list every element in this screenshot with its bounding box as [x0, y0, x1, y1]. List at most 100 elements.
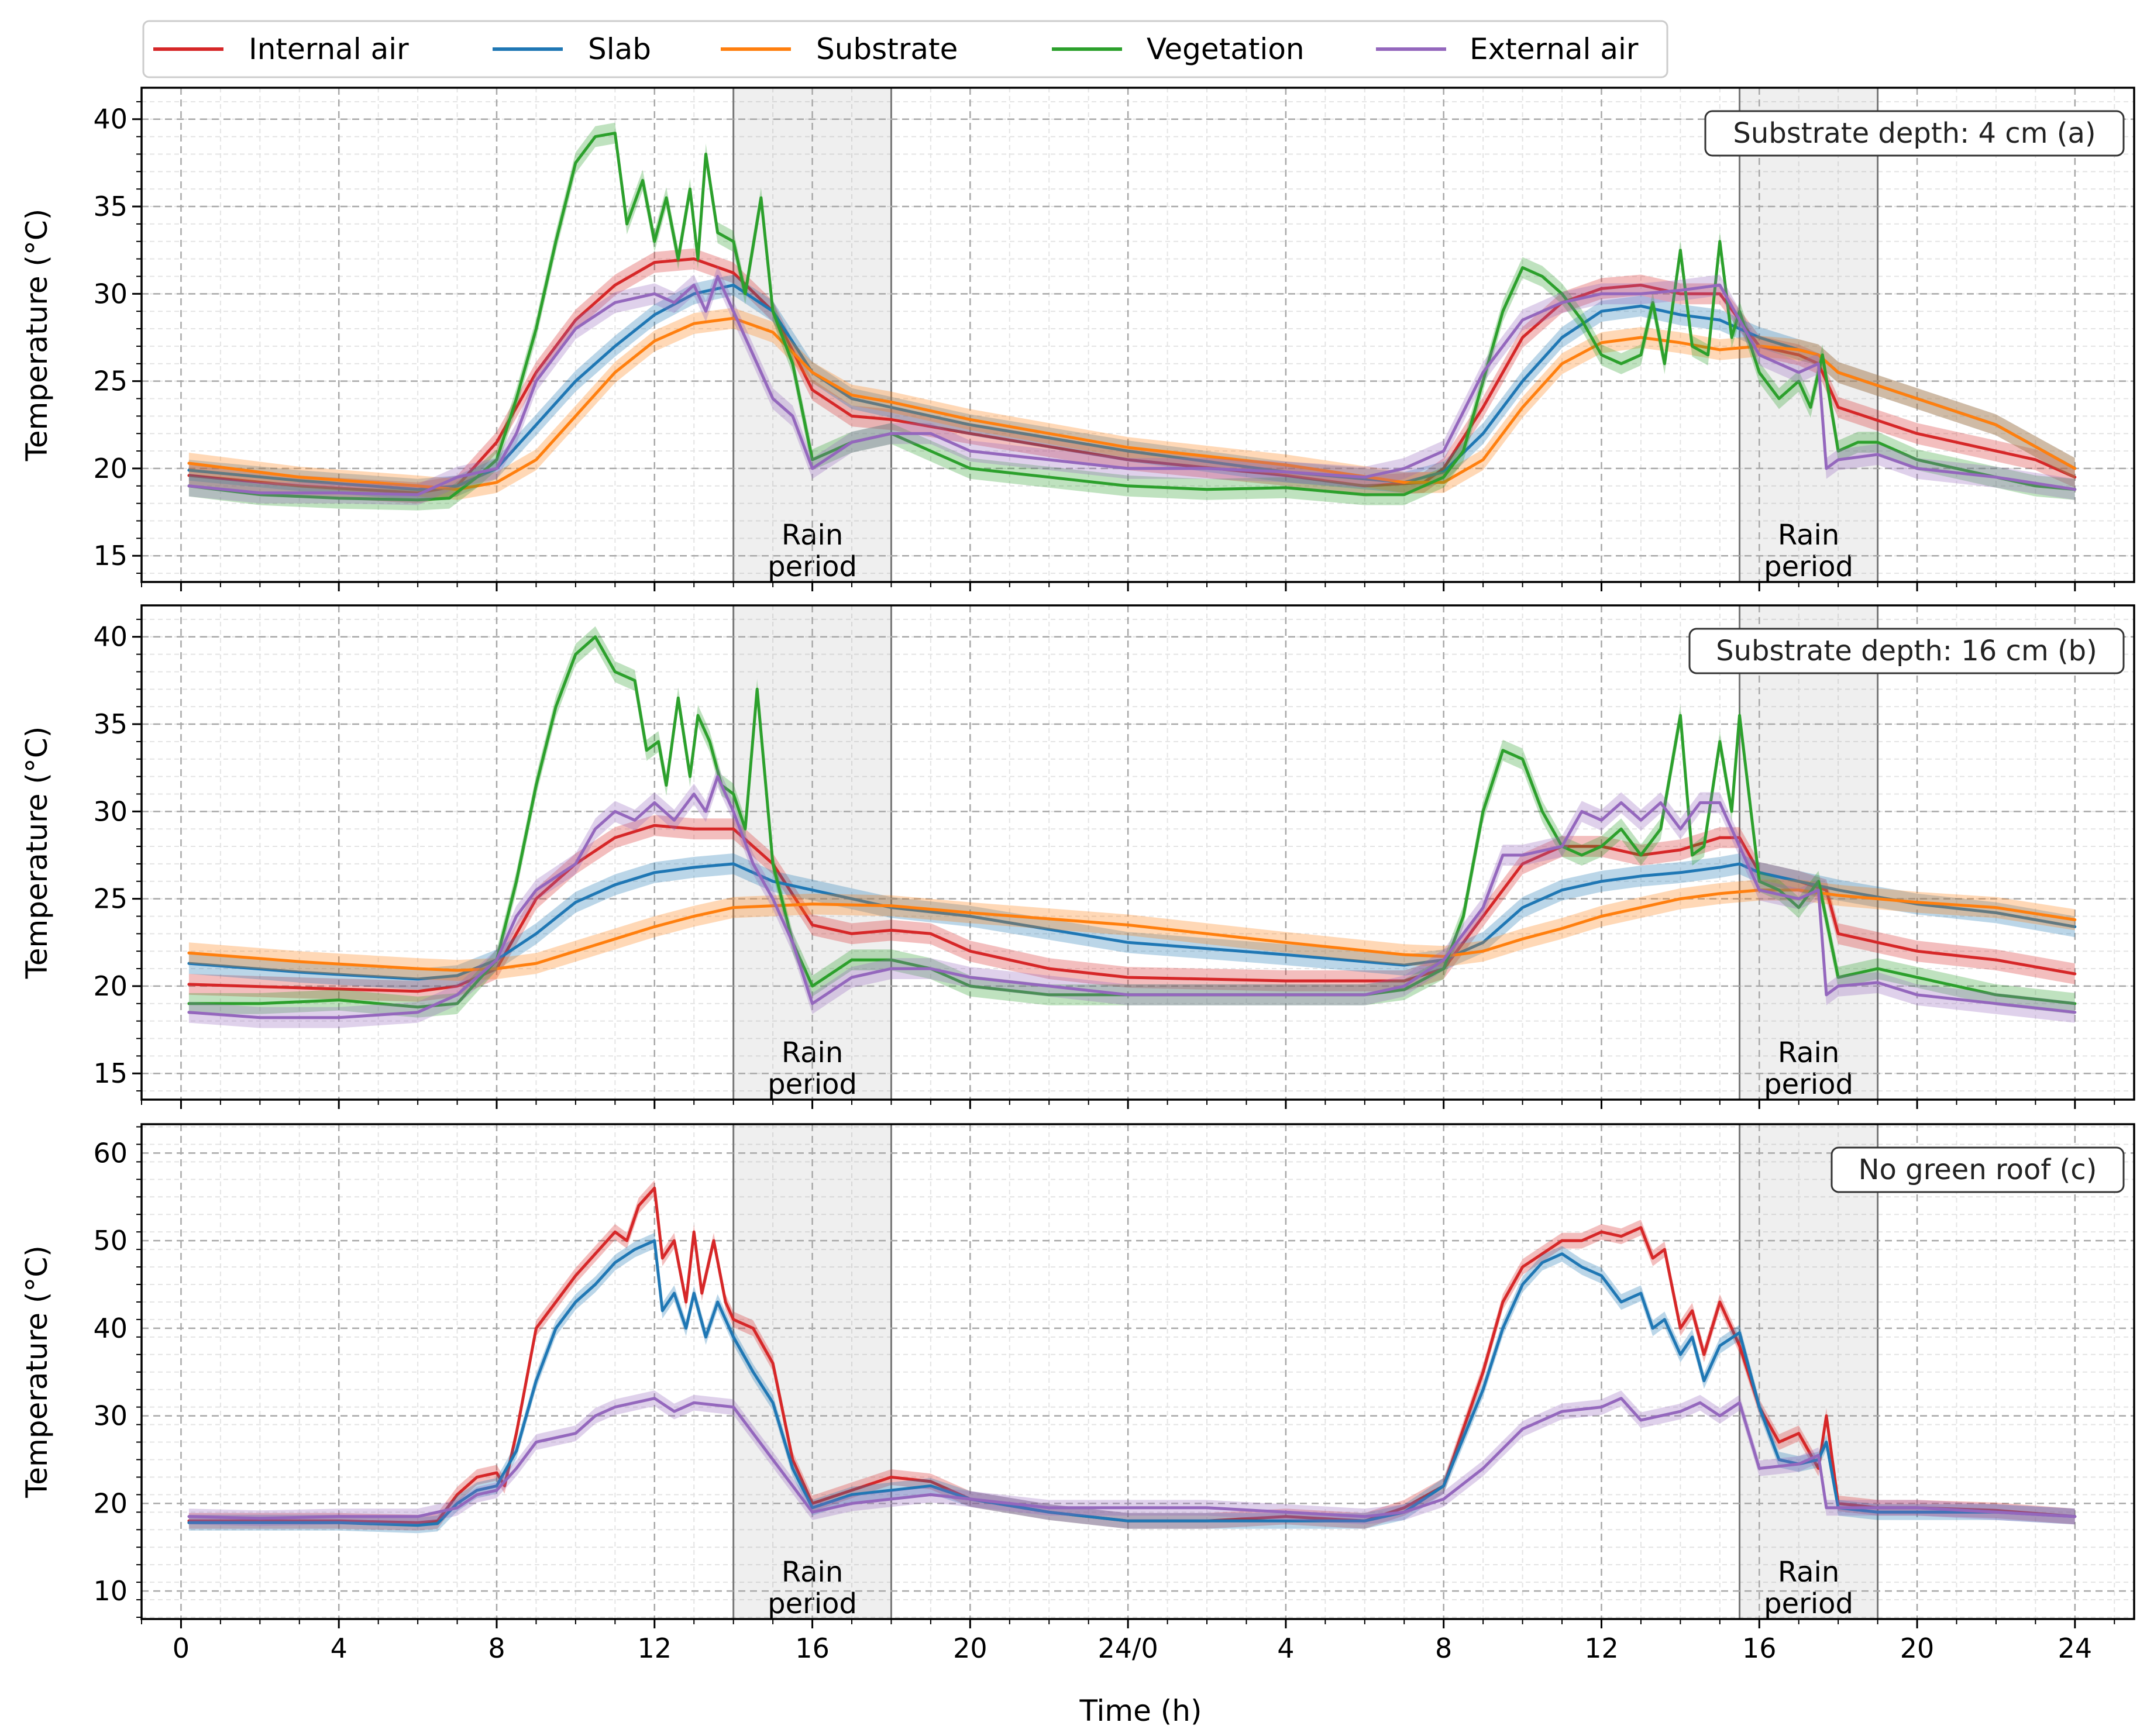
series-line-slab	[187, 283, 2077, 491]
axes-frame	[140, 87, 2135, 583]
legend-entry-external-air: External air	[1376, 32, 1639, 66]
series-line-external-air	[187, 275, 2077, 497]
y-tick-label: 50	[93, 1225, 128, 1256]
panel-annotation: No green roof (c)	[1831, 1146, 2125, 1193]
annotation-box	[1688, 628, 2125, 674]
y-tick-label: 40	[93, 104, 128, 135]
legend-entry-substrate: Substrate	[721, 32, 958, 66]
rain-period-label-line1: Rain	[1778, 519, 1839, 552]
series-group	[187, 122, 2077, 511]
panel-a: RainperiodRainperiod152025303540Temperat…	[20, 87, 2135, 591]
y-axis-label: Temperature (°C)	[20, 726, 54, 980]
rain-period-label-line1: Rain	[1778, 1556, 1839, 1589]
x-tick-label: 16	[795, 1632, 830, 1664]
series-band-external-air	[188, 1390, 2075, 1527]
y-tick-label: 35	[93, 708, 128, 740]
series-band-slab	[188, 274, 2075, 500]
y-tick-label: 40	[93, 621, 128, 653]
x-axis-label: Time (h)	[1079, 1694, 1202, 1728]
rain-period-label-line2: period	[1764, 1587, 1853, 1620]
x-tick-label: 12	[638, 1632, 672, 1664]
series-group	[187, 1180, 2077, 1534]
y-tick-label: 20	[93, 453, 128, 484]
y-axis-label: Temperature (°C)	[20, 209, 54, 462]
annotation-text: Substrate depth: 4 cm (a)	[1733, 117, 2096, 150]
panel-annotation: Substrate depth: 4 cm (a)	[1704, 110, 2125, 157]
major-grid	[142, 605, 2134, 1100]
legend-label-vegetation: Vegetation	[1147, 32, 1305, 66]
rain-period-label-line1: Rain	[1778, 1036, 1839, 1069]
legend: Internal air Slab Substrate Vegetation E…	[142, 20, 1668, 78]
legend-label-external-air: External air	[1470, 32, 1639, 66]
x-tick-label: 20	[953, 1632, 988, 1664]
y-tick-label: 60	[93, 1137, 128, 1169]
legend-entry-vegetation: Vegetation	[1052, 32, 1305, 66]
legend-entry-internal-air: Internal air	[153, 32, 409, 66]
y-tick-label: 25	[93, 366, 128, 397]
legend-label-internal-air: Internal air	[249, 32, 409, 66]
x-tick-label: 8	[488, 1632, 505, 1664]
panels: RainperiodRainperiod152025303540Temperat…	[20, 87, 2135, 1664]
y-tick-label: 30	[93, 795, 128, 827]
x-tick-label: 20	[1900, 1632, 1935, 1664]
legend-label-slab: Slab	[588, 32, 651, 66]
y-tick-label: 15	[93, 1058, 128, 1089]
y-tick-label: 30	[93, 278, 128, 309]
x-tick-label: 8	[1435, 1632, 1452, 1664]
y-tick-label: 40	[93, 1313, 128, 1344]
series-line-internal-air	[187, 257, 2077, 495]
x-tick-label: 16	[1742, 1632, 1777, 1664]
y-tick-label: 10	[93, 1575, 128, 1607]
legend-entry-slab: Slab	[493, 32, 651, 66]
series-line-vegetation	[187, 132, 2077, 502]
annotation-text: No green roof (c)	[1859, 1153, 2097, 1186]
y-tick-label: 20	[93, 1487, 128, 1519]
series-line-external-air	[187, 1397, 2077, 1520]
y-tick-label: 25	[93, 883, 128, 915]
x-tick-label: 4	[331, 1632, 347, 1664]
series-line-external-air	[187, 775, 2077, 1019]
series-band-substrate	[188, 308, 2075, 500]
y-tick-label: 35	[93, 191, 128, 222]
y-axis-label: Temperature (°C)	[20, 1245, 54, 1499]
series-line-vegetation	[187, 635, 2077, 1009]
panel-b: RainperiodRainperiod152025303540Temperat…	[20, 604, 2135, 1109]
rain-period-shade	[1739, 605, 1878, 1100]
y-tick-label: 20	[93, 970, 128, 1002]
panel-annotation: Substrate depth: 16 cm (b)	[1688, 628, 2125, 674]
series-line-slab	[187, 1239, 2077, 1527]
x-tick-label: 24/0	[1097, 1632, 1158, 1664]
series-band-slab	[188, 853, 2075, 990]
series-line-substrate	[187, 888, 2077, 972]
rain-period-shade	[1739, 88, 1878, 582]
x-tick-label: 0	[173, 1632, 190, 1664]
series-band-substrate	[188, 879, 2075, 981]
axes-frame	[140, 604, 2135, 1101]
x-tick-label: 4	[1277, 1632, 1294, 1664]
ticks	[132, 101, 2115, 591]
annotation-box	[1704, 110, 2125, 157]
ticks	[136, 1126, 2115, 1628]
series-band-internal-air	[188, 815, 2075, 1002]
series-band-vegetation	[188, 626, 2075, 1018]
x-tick-label: 12	[1584, 1632, 1619, 1664]
major-grid	[142, 1124, 2134, 1619]
minor-grid	[141, 1124, 2134, 1619]
legend-frame	[142, 20, 1668, 78]
series-group	[187, 626, 2077, 1028]
annotation-box	[1831, 1146, 2125, 1193]
legend-label-substrate: Substrate	[816, 32, 958, 66]
series-line-substrate	[187, 316, 2077, 491]
ticks	[132, 618, 2115, 1109]
y-tick-label: 30	[93, 1400, 128, 1432]
rain-period-shade	[1739, 1124, 1878, 1619]
x-tick-label: 24	[2058, 1632, 2093, 1664]
y-tick-label: 15	[93, 540, 128, 571]
annotation-text: Substrate depth: 16 cm (b)	[1716, 635, 2097, 667]
